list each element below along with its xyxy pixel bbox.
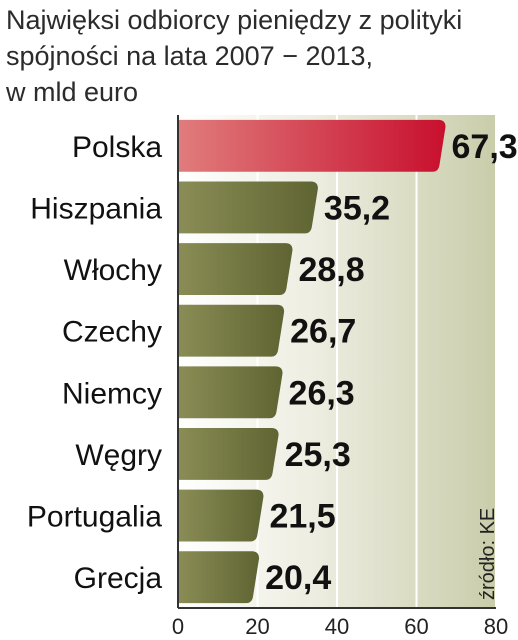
bar-2 — [178, 243, 293, 295]
category-label-1: Hiszpania — [30, 192, 162, 225]
bar-5 — [178, 428, 279, 480]
category-label-7: Grecja — [74, 562, 163, 595]
title-line-1: Najwięksi odbiorcy pieniędzy z polityki — [6, 5, 463, 35]
title-line-2: spójności na lata 2007 − 2013, — [6, 41, 374, 71]
x-tick-label-0: 0 — [172, 614, 184, 639]
bar-4 — [178, 366, 283, 419]
x-tick-label-40: 40 — [325, 614, 349, 639]
value-label-0: 67,3 — [452, 128, 518, 166]
category-label-0: Polska — [72, 131, 162, 164]
x-tick-label-20: 20 — [245, 614, 269, 639]
bar-1 — [178, 181, 318, 234]
value-label-3: 26,7 — [290, 313, 356, 351]
bar-0 — [178, 119, 446, 172]
bar-3 — [178, 304, 285, 357]
bar-7 — [178, 551, 260, 604]
category-label-3: Czechy — [62, 316, 162, 349]
value-label-6: 21,5 — [269, 498, 335, 536]
category-label-4: Niemcy — [62, 377, 162, 410]
x-tick-labels: 0 20 40 60 80 — [172, 614, 508, 639]
value-label-2: 28,8 — [298, 251, 364, 289]
chart-title: Najwięksi odbiorcy pieniędzy z polityki … — [6, 2, 506, 110]
value-label-4: 26,3 — [289, 374, 355, 412]
category-labels: Polska Hiszpania Włochy Czechy Niemcy Węgry Po… — [27, 131, 162, 595]
bar-6 — [178, 489, 264, 542]
category-label-6: Portugalia — [27, 501, 162, 534]
x-tick-label-60: 60 — [404, 614, 428, 639]
category-label-5: Węgry — [75, 439, 162, 472]
value-labels: 67,3 35,2 28,8 26,7 26,3 25,3 21,5 20,4 — [265, 128, 518, 597]
x-tick-label-80: 80 — [484, 614, 508, 639]
title-line-3: w mld euro — [6, 77, 139, 107]
value-label-5: 25,3 — [285, 436, 351, 474]
category-label-2: Włochy — [64, 254, 162, 287]
value-label-7: 20,4 — [265, 559, 331, 597]
value-label-1: 35,2 — [324, 189, 390, 227]
bars-group — [178, 119, 446, 604]
source-note: źródło: KE — [477, 508, 499, 600]
